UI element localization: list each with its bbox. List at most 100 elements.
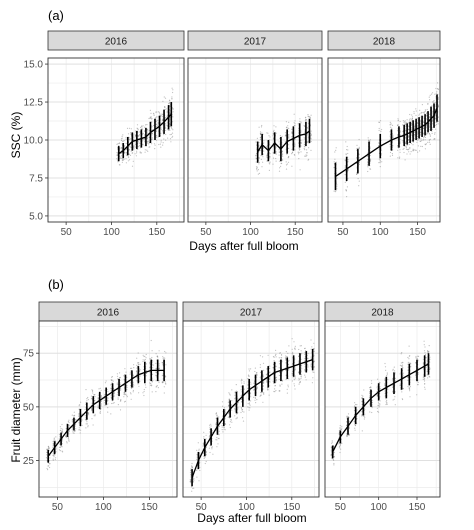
data-point — [202, 442, 204, 444]
data-point — [285, 161, 287, 163]
data-point — [346, 145, 348, 148]
data-point — [266, 155, 268, 157]
data-point — [196, 456, 198, 458]
data-point — [256, 167, 258, 169]
data-point — [75, 419, 77, 421]
data-point — [53, 454, 56, 456]
data-point — [91, 409, 93, 411]
data-point — [379, 120, 382, 122]
data-point — [215, 412, 218, 414]
data-point — [288, 121, 290, 123]
data-point — [126, 127, 129, 129]
data-point — [215, 439, 217, 441]
data-point — [151, 118, 153, 120]
data-point — [305, 116, 307, 118]
data-point — [282, 155, 284, 157]
data-point — [74, 424, 77, 426]
data-point — [284, 357, 287, 359]
data-point — [247, 406, 249, 408]
data-point — [152, 360, 154, 362]
data-point — [143, 359, 145, 361]
data-point — [98, 388, 100, 390]
data-point — [313, 350, 315, 352]
data-point — [163, 392, 165, 394]
data-point — [161, 130, 164, 132]
data-point — [259, 371, 262, 373]
data-point — [407, 366, 409, 368]
data-point — [379, 388, 381, 390]
data-point — [125, 142, 127, 144]
data-point — [429, 138, 431, 140]
data-point — [151, 391, 153, 393]
data-point — [155, 371, 157, 374]
data-point — [428, 139, 430, 141]
data-point — [275, 126, 277, 128]
data-point — [269, 136, 271, 138]
data-point — [294, 376, 296, 378]
data-point — [417, 373, 419, 375]
data-point — [345, 141, 347, 143]
panel-border — [327, 57, 441, 223]
data-point — [415, 110, 417, 112]
data-point — [390, 124, 392, 126]
data-point — [151, 143, 153, 145]
data-point — [93, 415, 95, 417]
data-point — [218, 437, 220, 440]
data-point — [409, 355, 411, 357]
data-point — [278, 367, 280, 369]
data-point — [416, 137, 418, 140]
data-point — [116, 158, 118, 160]
data-point — [272, 367, 274, 369]
data-point — [378, 121, 380, 123]
data-point — [155, 111, 157, 113]
data-point — [156, 136, 158, 138]
data-point — [409, 362, 411, 364]
data-point — [426, 365, 428, 367]
data-point — [275, 151, 277, 153]
data-point — [221, 401, 224, 403]
data-point — [408, 128, 410, 130]
data-point — [429, 99, 431, 101]
data-point — [377, 404, 379, 406]
data-point — [260, 158, 262, 160]
data-point — [124, 394, 126, 396]
data-point — [297, 151, 299, 153]
facet-strip-label: 2017 — [244, 37, 267, 48]
data-point — [268, 169, 270, 171]
data-point — [128, 127, 131, 129]
data-point — [305, 350, 307, 352]
data-point — [379, 162, 381, 164]
data-point — [358, 146, 360, 148]
data-point — [58, 449, 61, 451]
data-point — [61, 443, 63, 445]
data-point — [358, 138, 360, 141]
data-point — [229, 421, 231, 423]
data-point — [241, 409, 243, 411]
data-point — [399, 387, 402, 389]
data-point — [404, 159, 406, 161]
data-point — [304, 149, 306, 151]
data-point — [287, 352, 289, 354]
data-point — [139, 152, 141, 154]
data-point — [61, 430, 64, 432]
data-point — [424, 352, 426, 354]
data-point — [221, 424, 223, 427]
data-point — [294, 123, 296, 125]
data-point — [193, 487, 195, 489]
x-tick-label: 50 — [200, 227, 212, 238]
data-point — [165, 139, 167, 141]
data-point — [272, 356, 275, 358]
data-point — [137, 383, 139, 385]
data-point — [339, 444, 341, 446]
data-point — [407, 376, 409, 378]
data-point — [266, 389, 269, 391]
data-point — [361, 411, 363, 413]
data-point — [391, 127, 393, 129]
data-point — [435, 92, 437, 94]
data-point — [294, 142, 296, 144]
data-point — [429, 120, 431, 123]
data-point — [279, 384, 281, 386]
data-point — [156, 385, 158, 387]
data-point — [47, 469, 49, 471]
